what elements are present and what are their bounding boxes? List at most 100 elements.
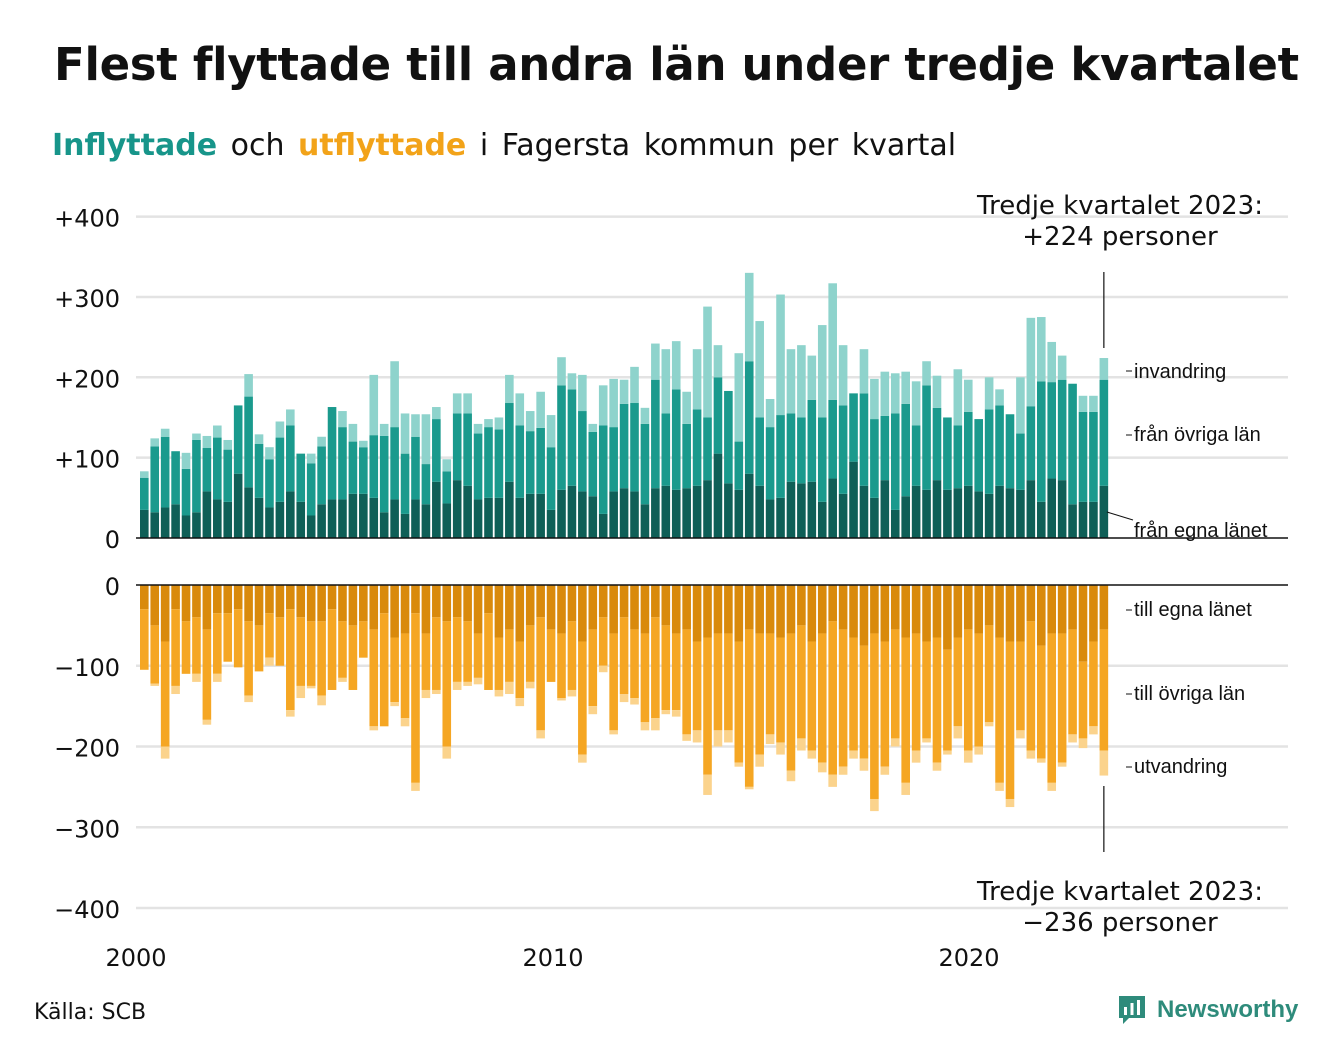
bar-utvandring xyxy=(1005,798,1015,808)
bar-till-egna-lanet xyxy=(828,585,837,622)
bar-fran-ovriga-lan xyxy=(630,403,639,492)
bar-invandring xyxy=(1047,341,1057,383)
bar-utvandring xyxy=(859,758,869,771)
bar-till-ovriga-lan xyxy=(651,617,660,719)
bar-fran-egna-lanet xyxy=(682,488,691,538)
bar-till-egna-lanet xyxy=(494,585,504,638)
lower-annotation-line2: −236 personer xyxy=(1022,908,1218,938)
bar-utvandring xyxy=(828,774,837,787)
bar-fran-ovriga-lan xyxy=(765,427,775,500)
subtitle-inflyttade: Inflyttade xyxy=(52,128,218,163)
bar-till-ovriga-lan xyxy=(755,633,764,755)
bar-invandring xyxy=(671,341,681,390)
bar-till-ovriga-lan xyxy=(1016,641,1025,731)
bar-till-ovriga-lan xyxy=(703,637,712,775)
bar-fran-egna-lanet xyxy=(859,485,869,538)
bar-utvandring xyxy=(1068,734,1077,743)
bar-fran-egna-lanet xyxy=(932,480,942,538)
bar-till-ovriga-lan xyxy=(578,641,587,755)
bar-till-egna-lanet xyxy=(265,585,274,614)
bar-fran-ovriga-lan xyxy=(213,437,222,500)
bar-utvandring xyxy=(797,738,806,751)
bar-utvandring xyxy=(338,677,347,682)
bar-utvandring xyxy=(244,695,253,703)
bar-till-egna-lanet xyxy=(359,585,368,622)
bar-till-egna-lanet xyxy=(484,585,493,614)
upper-annotation-line1: Tredje kvartalet 2023: xyxy=(976,191,1263,221)
bar-fran-ovriga-lan xyxy=(390,427,399,500)
bar-fran-ovriga-lan xyxy=(515,425,525,498)
bar-fran-ovriga-lan xyxy=(181,468,191,516)
bar-fran-egna-lanet xyxy=(984,493,994,538)
bar-invandring xyxy=(588,423,598,432)
bar-fran-ovriga-lan xyxy=(963,411,973,486)
bar-invandring xyxy=(713,345,723,378)
bar-fran-egna-lanet xyxy=(692,485,702,538)
bar-till-ovriga-lan xyxy=(338,621,347,678)
bar-utvandring xyxy=(1057,762,1067,767)
bar-till-ovriga-lan xyxy=(254,625,264,672)
bar-fran-egna-lanet xyxy=(901,496,910,538)
bar-till-ovriga-lan xyxy=(776,637,785,743)
bar-till-egna-lanet xyxy=(588,585,598,630)
xtick-label: 2000 xyxy=(105,944,166,972)
bar-fran-egna-lanet xyxy=(1057,480,1067,538)
bar-till-egna-lanet xyxy=(630,585,639,630)
bar-fran-egna-lanet xyxy=(609,491,618,538)
bar-fran-ovriga-lan xyxy=(286,425,295,492)
bar-invandring xyxy=(1057,355,1067,380)
bar-utvandring xyxy=(213,673,222,682)
bar-utvandring xyxy=(963,750,973,763)
bar-fran-ovriga-lan xyxy=(557,385,566,490)
bar-fran-egna-lanet xyxy=(140,509,149,538)
bar-till-egna-lanet xyxy=(1016,585,1025,642)
bar-utvandring xyxy=(452,681,462,690)
bar-till-egna-lanet xyxy=(338,585,347,622)
bar-invandring xyxy=(859,349,869,394)
bar-till-ovriga-lan xyxy=(661,625,671,711)
bar-fran-egna-lanet xyxy=(828,478,837,538)
bar-invandring xyxy=(181,452,191,469)
bar-till-ovriga-lan xyxy=(974,633,983,747)
bar-till-ovriga-lan xyxy=(1026,621,1036,751)
bar-invandring xyxy=(567,373,577,390)
bar-till-egna-lanet xyxy=(880,585,890,642)
bar-fran-egna-lanet xyxy=(265,507,274,538)
bar-fran-ovriga-lan xyxy=(817,417,827,502)
bar-till-ovriga-lan xyxy=(379,613,389,727)
bar-fran-ovriga-lan xyxy=(1016,433,1025,490)
upper-ytick-label: +200 xyxy=(54,365,120,393)
bar-fran-ovriga-lan xyxy=(1005,414,1015,489)
bar-till-ovriga-lan xyxy=(244,621,253,696)
bar-utvandring xyxy=(536,730,545,739)
bar-invandring xyxy=(348,423,358,442)
bar-invandring xyxy=(1036,317,1046,382)
bar-fran-egna-lanet xyxy=(181,515,191,538)
bar-till-egna-lanet xyxy=(943,585,952,650)
bar-fran-ovriga-lan xyxy=(703,417,712,481)
bar-utvandring xyxy=(1089,726,1098,735)
bar-till-egna-lanet xyxy=(890,585,900,630)
bar-fran-ovriga-lan xyxy=(682,423,691,489)
bar-till-ovriga-lan xyxy=(1078,661,1088,739)
bar-fran-egna-lanet xyxy=(171,504,180,538)
bar-invandring xyxy=(734,353,744,442)
bar-till-ovriga-lan xyxy=(598,617,608,666)
bar-fran-egna-lanet xyxy=(546,509,556,538)
upper-ytick-label: +400 xyxy=(54,205,120,233)
bar-invandring xyxy=(817,325,827,418)
bar-invandring xyxy=(338,411,347,428)
bar-fran-ovriga-lan xyxy=(984,409,994,494)
bar-till-egna-lanet xyxy=(786,585,796,634)
bar-till-ovriga-lan xyxy=(838,629,848,767)
bar-utvandring xyxy=(807,750,817,759)
bar-till-ovriga-lan xyxy=(588,629,598,707)
bar-till-egna-lanet xyxy=(327,585,337,610)
bar-fran-egna-lanet xyxy=(536,493,545,538)
bar-till-ovriga-lan xyxy=(671,633,681,711)
bar-fran-ovriga-lan xyxy=(494,429,504,498)
bar-invandring xyxy=(661,349,671,414)
bar-invandring xyxy=(932,375,942,408)
bar-invandring xyxy=(432,407,441,420)
bar-till-egna-lanet xyxy=(1047,585,1057,634)
